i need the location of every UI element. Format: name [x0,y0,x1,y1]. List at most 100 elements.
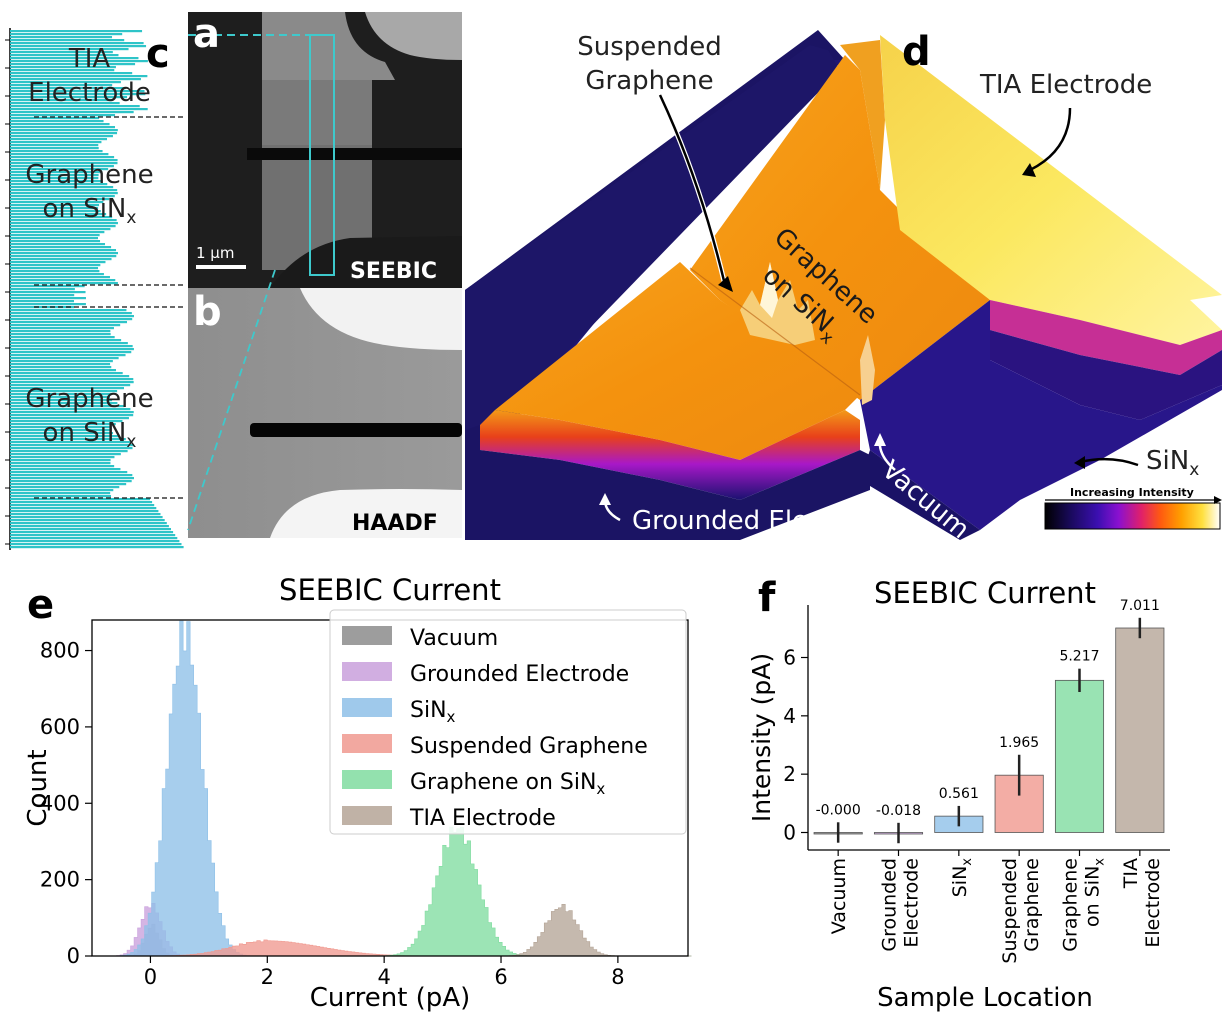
profile-bar [10,429,111,432]
profile-bar [10,141,102,144]
profile-bar [10,42,144,45]
panel-label-e: e [27,582,55,628]
profile-bar [10,279,116,282]
profile-bar [10,462,111,465]
profile-bar [10,336,115,339]
legend-swatch [342,662,392,681]
profile-bar [10,327,114,330]
profile-bar [10,426,112,429]
profile-bar [10,192,118,195]
profile-bar [10,507,157,510]
x-axis-label: Current (pA) [310,983,471,1013]
profile-bar [10,99,113,102]
profile-bar [10,165,114,168]
panel-b-haadf-image [187,269,462,538]
x-tick-label: 2 [261,965,274,989]
profile-bar [10,57,139,60]
profile-bar [10,204,100,207]
profile-bar [10,372,123,375]
profile-bar [10,432,114,435]
panel-label-b: b [193,289,222,335]
annotation-tia-electrode: TIA Electrode [980,70,1153,100]
profile-bar [10,384,131,387]
panel-label-a: a [193,11,220,57]
profile-bar [10,63,136,66]
category-label-line: Graphene [1060,858,1082,952]
profile-bar [10,531,174,534]
profile-bar [10,114,116,117]
profile-bar [10,471,128,474]
profile-bar [10,30,143,33]
profile-bar [10,357,119,360]
colorbar [1044,502,1221,530]
legend-label: Vacuum [410,626,498,651]
profile-bar [10,78,141,81]
profile-bar [10,288,75,291]
profile-bar [10,150,103,153]
profile-bar [10,162,118,165]
category-label: TIA Electrode [1120,858,1164,948]
profile-bar [10,297,86,300]
region-label-graphene-2: Graphene on SiNx [25,384,154,453]
profile-bar [10,282,118,285]
histogram-chart: 0 2 4 6 8 0 200 400 600 800 SEEBIC Current Current … [23,573,692,1013]
profile-bar [10,501,153,504]
profile-bar [10,159,118,162]
legend-label: Grounded Electrode [410,662,629,687]
profile-bar [10,66,116,69]
y-tick-label: 4 [783,704,796,728]
y-tick-label: 2 [783,762,796,786]
profile-bar [10,171,103,174]
category-label-line: TIA [1120,858,1142,889]
profile-bar [10,153,109,156]
profile-bar [10,450,128,453]
profile-bar [10,123,110,126]
profile-bar [10,93,146,96]
profile-bar [10,519,165,522]
scale-bar-label: 1 µm [196,244,235,262]
profile-bar [10,369,116,372]
y-tick-label: 0 [783,821,796,845]
x-tick-label: 4 [377,965,390,989]
profile-bar [10,177,99,180]
profile-bar [10,378,134,381]
panel-a-seebic-image [188,12,462,288]
profile-bar [10,438,126,441]
category-label-line: Graphene [1021,858,1043,952]
profile-bar [10,441,132,444]
profile-bar [10,315,134,318]
category-label-line: Vacuum [828,858,850,934]
profile-bar [10,363,111,366]
profile-bar [10,291,86,294]
profile-bar [10,396,111,399]
profile-bar [10,435,119,438]
profile-bar [10,126,115,129]
profile-bar [10,249,117,252]
profile-bar [10,354,126,357]
profile-bar [10,474,133,477]
profile-bar [10,246,112,249]
profile-bar [10,456,115,459]
profile-bar [10,516,163,519]
legend-swatch [342,626,392,645]
annotation-suspended-graphene: Suspended Graphene [577,32,722,96]
profile-bar [10,225,116,228]
y-tick-label: 200 [40,868,80,892]
profile-bar [10,81,121,84]
profile-bar [10,339,122,342]
profile-bar [10,174,99,177]
profile-bar [10,87,126,90]
profile-bar [10,90,145,93]
profile-bar [10,105,140,108]
profile-bar [10,33,123,36]
y-tick-label: 400 [40,791,80,815]
profile-bar [10,111,134,114]
profile-bar [10,168,109,171]
profile-bar [10,402,118,405]
profile-bar [10,321,128,324]
haadf-mode-label: HAADF [352,511,438,536]
profile-bar [10,228,111,231]
category-label-line: Electrode [901,858,923,948]
profile-bar [10,423,116,426]
profile-bar [10,54,119,57]
